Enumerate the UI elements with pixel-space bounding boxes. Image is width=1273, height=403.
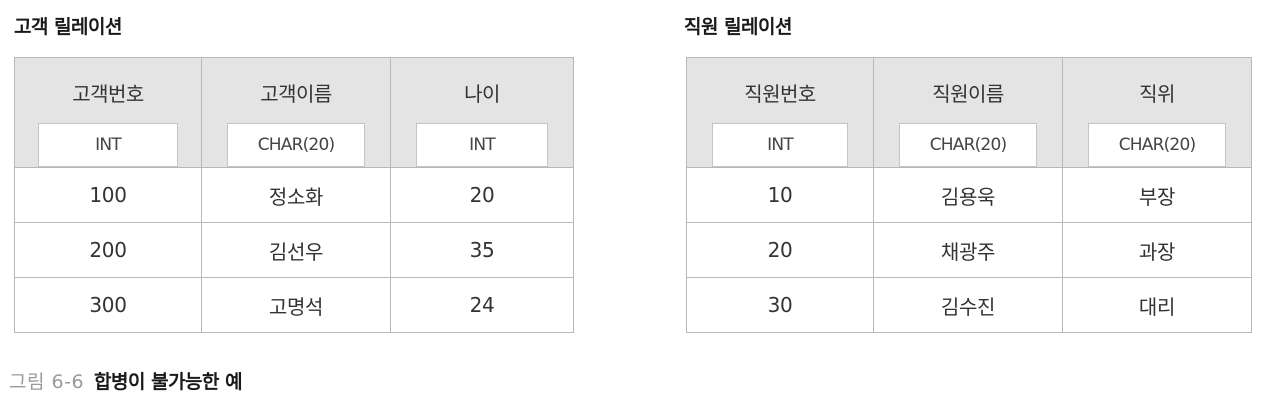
table-cell: 대리 [1062,277,1252,333]
table-row: 30 김수진 대리 [686,277,1252,333]
table-cell: 고명석 [201,277,391,333]
column-type: CHAR(20) [1088,123,1226,167]
column-type: INT [38,123,178,167]
column-name: 고객이름 [260,82,332,106]
table-row: 200 김선우 35 [14,222,574,278]
table-cell: 10 [686,167,874,223]
table-cell: 부장 [1062,167,1252,223]
header-row: 고객번호 INT 고객이름 CHAR(20) 나이 INT [14,57,574,168]
table-cell: 김용욱 [873,167,1063,223]
table-row: 100 정소화 20 [14,167,574,223]
table-cell: 김선우 [201,222,391,278]
table-cell: 20 [686,222,874,278]
customer-relation-table: 고객번호 INT 고객이름 CHAR(20) 나이 INT 100 정소화 20 [14,57,574,333]
table-cell: 30 [686,277,874,333]
table-cell: 채광주 [873,222,1063,278]
column-name: 직원이름 [932,82,1004,106]
employee-relation-table: 직원번호 INT 직원이름 CHAR(20) 직위 CHAR(20) 10 김용… [686,57,1252,333]
figure-text: 합병이 불가능한 예 [94,371,243,393]
figure-caption: 그림 6-6 합병이 불가능한 예 [9,367,243,394]
customer-relation-title: 고객 릴레이션 [14,16,123,38]
column-header: 고객번호 INT [14,57,202,168]
column-type: CHAR(20) [227,123,365,167]
table-cell: 24 [390,277,574,333]
column-type: INT [712,123,848,167]
column-name: 직원번호 [744,82,816,106]
table-cell: 20 [390,167,574,223]
table-cell: 과장 [1062,222,1252,278]
column-type: CHAR(20) [899,123,1037,167]
table-row: 10 김용욱 부장 [686,167,1252,223]
table-cell: 35 [390,222,574,278]
column-header: 나이 INT [390,57,574,168]
column-name: 고객번호 [72,82,144,106]
column-header: 고객이름 CHAR(20) [201,57,391,168]
column-name: 직위 [1139,82,1175,106]
column-header: 직위 CHAR(20) [1062,57,1252,168]
table-row: 20 채광주 과장 [686,222,1252,278]
table-cell: 200 [14,222,202,278]
column-type: INT [416,123,548,167]
header-row: 직원번호 INT 직원이름 CHAR(20) 직위 CHAR(20) [686,57,1252,168]
table-cell: 300 [14,277,202,333]
figure-label: 그림 6-6 [9,371,85,393]
table-cell: 정소화 [201,167,391,223]
employee-relation-title: 직원 릴레이션 [684,16,793,38]
column-header: 직원번호 INT [686,57,874,168]
column-header: 직원이름 CHAR(20) [873,57,1063,168]
table-cell: 100 [14,167,202,223]
table-row: 300 고명석 24 [14,277,574,333]
column-name: 나이 [464,82,500,106]
table-cell: 김수진 [873,277,1063,333]
